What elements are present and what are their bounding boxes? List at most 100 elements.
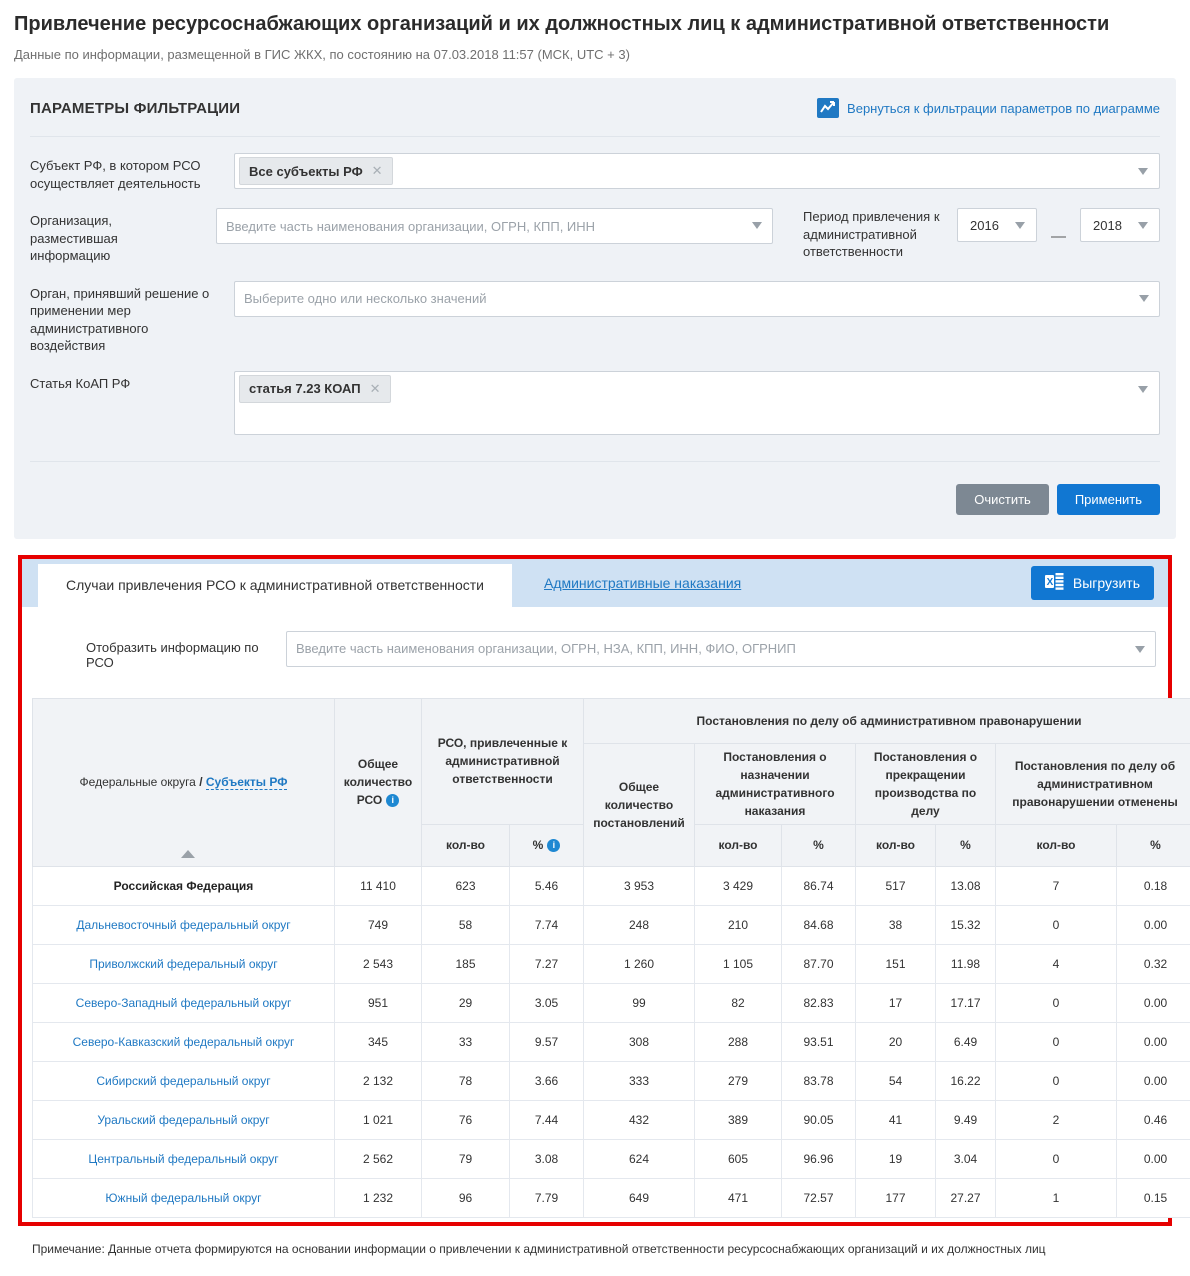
group-header-rso-prosecuted: РСО, привлеченные к административной отв… xyxy=(422,698,584,824)
value-cell: 0.00 xyxy=(1117,1139,1190,1178)
remove-chip-icon[interactable]: ✕ xyxy=(370,381,381,397)
value-cell: 0 xyxy=(996,1022,1117,1061)
report-table: Федеральные округа / Субъекты РФ Общее к… xyxy=(32,698,1190,1218)
period-from-select[interactable]: 2016 xyxy=(957,208,1037,242)
period-dash: — xyxy=(1051,228,1066,245)
value-cell: 6.49 xyxy=(936,1022,996,1061)
back-to-chart-label: Вернуться к фильтрации параметров по диа… xyxy=(847,101,1160,116)
clear-button[interactable]: Очистить xyxy=(956,484,1049,515)
rso-search-label: Отобразить информацию по РСО xyxy=(86,631,276,670)
region-link[interactable]: Северо-Западный федеральный округ xyxy=(76,996,292,1010)
value-cell: 3 953 xyxy=(584,866,695,905)
group-header-terminated: Постановления о прекращении производства… xyxy=(856,743,996,824)
value-cell: 3.04 xyxy=(936,1139,996,1178)
subheader-percent: % xyxy=(936,824,996,866)
value-cell: 41 xyxy=(856,1100,936,1139)
region-cell: Дальневосточный федеральный округ xyxy=(33,905,335,944)
chevron-down-icon[interactable] xyxy=(1138,386,1148,393)
value-cell: 248 xyxy=(584,905,695,944)
subjects-rf-link[interactable]: Субъекты РФ xyxy=(206,775,288,790)
subject-chip-label: Все субъекты РФ xyxy=(249,164,363,179)
value-cell: 432 xyxy=(584,1100,695,1139)
value-cell: 0 xyxy=(996,983,1117,1022)
value-cell: 7 xyxy=(996,866,1117,905)
report-table-wrap: Федеральные округа / Субъекты РФ Общее к… xyxy=(22,698,1168,1222)
value-cell: 3.66 xyxy=(510,1061,584,1100)
period-label: Период привлечения к административной от… xyxy=(803,208,955,265)
subheader-percent: %i xyxy=(510,824,584,866)
excel-icon: X xyxy=(1045,573,1064,593)
region-link[interactable]: Уральский федеральный округ xyxy=(97,1113,269,1127)
organization-input[interactable] xyxy=(216,208,773,244)
export-button-label: Выгрузить xyxy=(1073,575,1140,591)
chevron-down-icon[interactable] xyxy=(1138,168,1148,175)
value-cell: 9.49 xyxy=(936,1100,996,1139)
region-link[interactable]: Центральный федеральный округ xyxy=(88,1152,278,1166)
period-to-value: 2018 xyxy=(1093,218,1122,233)
region-cell: Приволжский федеральный округ xyxy=(33,944,335,983)
value-cell: 33 xyxy=(422,1022,510,1061)
value-cell: 11 410 xyxy=(335,866,422,905)
koap-multiselect[interactable]: статья 7.23 КОАП ✕ xyxy=(234,371,1160,435)
value-cell: 3 429 xyxy=(695,866,782,905)
subject-label: Субъект РФ, в котором РСО осуществляет д… xyxy=(30,153,234,192)
value-cell: 517 xyxy=(856,866,936,905)
value-cell: 333 xyxy=(584,1061,695,1100)
export-button[interactable]: X Выгрузить xyxy=(1031,566,1154,600)
value-cell: 2 543 xyxy=(335,944,422,983)
region-cell: Северо-Западный федеральный округ xyxy=(33,983,335,1022)
koap-label: Статья КоАП РФ xyxy=(30,371,234,435)
chevron-down-icon[interactable] xyxy=(752,222,762,229)
tab-rso-cases[interactable]: Случаи привлечения РСО к административно… xyxy=(38,564,512,607)
value-cell: 19 xyxy=(856,1139,936,1178)
total-rso-header-text: Общее количество РСО xyxy=(344,757,412,807)
remove-chip-icon[interactable]: ✕ xyxy=(372,163,383,179)
info-icon[interactable]: i xyxy=(386,794,399,807)
value-cell: 623 xyxy=(422,866,510,905)
period-from-value: 2016 xyxy=(970,218,999,233)
value-cell: 0.00 xyxy=(1117,905,1190,944)
period-to-select[interactable]: 2018 xyxy=(1080,208,1160,242)
region-link[interactable]: Приволжский федеральный округ xyxy=(89,957,277,971)
apply-button[interactable]: Применить xyxy=(1057,484,1160,515)
value-cell: 82 xyxy=(695,983,782,1022)
subheader-percent: % xyxy=(1117,824,1190,866)
back-to-chart-link[interactable]: Вернуться к фильтрации параметров по диа… xyxy=(817,98,1160,118)
value-cell: 20 xyxy=(856,1022,936,1061)
value-cell: 58 xyxy=(422,905,510,944)
region-label: Российская Федерация xyxy=(114,879,254,893)
info-icon[interactable]: i xyxy=(547,839,560,852)
column-header-regions: Федеральные округа / Субъекты РФ xyxy=(33,698,335,866)
authority-input[interactable] xyxy=(234,281,1160,317)
chevron-down-icon[interactable] xyxy=(1139,295,1149,302)
subheader-count: кол-во xyxy=(996,824,1117,866)
value-cell: 78 xyxy=(422,1061,510,1100)
regions-header-separator: / xyxy=(196,775,206,789)
value-cell: 0 xyxy=(996,1061,1117,1100)
subject-multiselect[interactable]: Все субъекты РФ ✕ xyxy=(234,153,1160,189)
value-cell: 83.78 xyxy=(782,1061,856,1100)
value-cell: 13.08 xyxy=(936,866,996,905)
tab-administrative-penalties[interactable]: Административные наказания xyxy=(544,575,741,591)
value-cell: 0.00 xyxy=(1117,1061,1190,1100)
region-link[interactable]: Сибирский федеральный округ xyxy=(96,1074,270,1088)
filter-panel-header: ПАРАМЕТРЫ ФИЛЬТРАЦИИ Вернуться к фильтра… xyxy=(30,98,1160,118)
region-link[interactable]: Дальневосточный федеральный округ xyxy=(76,918,290,932)
region-link[interactable]: Северо-Кавказский федеральный округ xyxy=(73,1035,295,1049)
subheader-count: кол-во xyxy=(695,824,782,866)
value-cell: 17.17 xyxy=(936,983,996,1022)
value-cell: 7.74 xyxy=(510,905,584,944)
rso-search-input[interactable] xyxy=(286,631,1156,667)
value-cell: 38 xyxy=(856,905,936,944)
column-header-total-resolutions: Общее количество постановлений xyxy=(584,743,695,866)
sort-asc-icon[interactable] xyxy=(181,850,195,858)
value-cell: 151 xyxy=(856,944,936,983)
chevron-down-icon[interactable] xyxy=(1135,646,1145,653)
value-cell: 1 105 xyxy=(695,944,782,983)
value-cell: 3.05 xyxy=(510,983,584,1022)
subheader-count: кол-во xyxy=(422,824,510,866)
